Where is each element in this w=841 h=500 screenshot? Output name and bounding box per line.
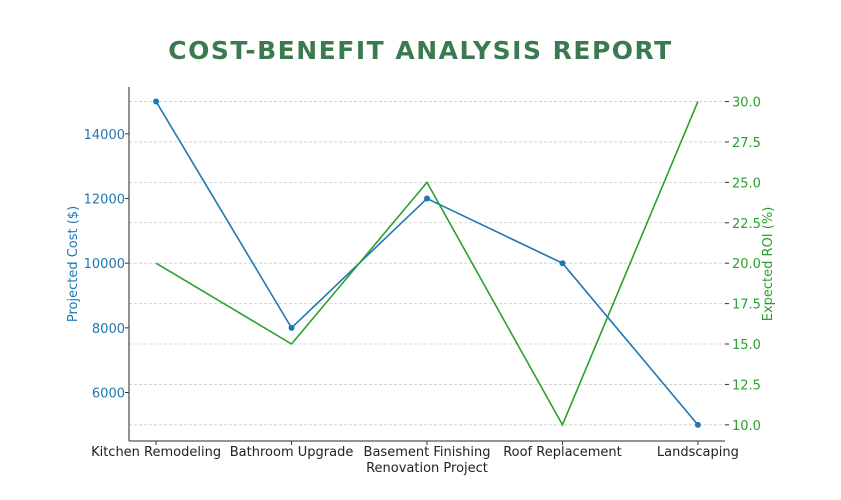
x-tick-label: Basement Finishing <box>364 445 491 460</box>
right-tick-label: 30.0 <box>732 96 761 111</box>
data-point <box>288 324 295 331</box>
x-axis-label: Renovation Project <box>366 461 488 476</box>
left-tick-label: 10000 <box>84 257 125 272</box>
right-tick-label: 22.5 <box>732 217 761 232</box>
left-axis-label: Projected Cost ($) <box>66 206 81 322</box>
data-point <box>153 98 160 105</box>
left-tick-label: 6000 <box>92 387 125 402</box>
x-tick-label: Landscaping <box>657 445 739 460</box>
x-tick-label: Bathroom Upgrade <box>230 445 354 460</box>
left-tick-label: 14000 <box>84 128 125 143</box>
x-tick-label: Roof Replacement <box>503 445 622 460</box>
right-tick-label: 15.0 <box>732 338 761 353</box>
right-tick-label: 25.0 <box>732 176 761 191</box>
series-line-right <box>155 101 699 427</box>
data-point <box>694 421 701 428</box>
right-axis-label: Expected ROI (%) <box>761 207 776 322</box>
data-point <box>559 260 566 267</box>
left-tick-label: 8000 <box>92 322 125 337</box>
right-tick-label: 17.5 <box>732 298 761 313</box>
chart-title: COST-BENEFIT ANALYSIS REPORT <box>168 36 673 65</box>
right-tick-label: 10.0 <box>732 419 761 434</box>
right-tick-label: 20.0 <box>732 257 761 272</box>
x-tick-label: Kitchen Remodeling <box>91 445 221 460</box>
right-tick-label: 27.5 <box>732 136 761 151</box>
left-tick-label: 12000 <box>84 193 125 208</box>
data-point <box>424 195 430 202</box>
right-tick-label: 12.5 <box>732 378 761 393</box>
